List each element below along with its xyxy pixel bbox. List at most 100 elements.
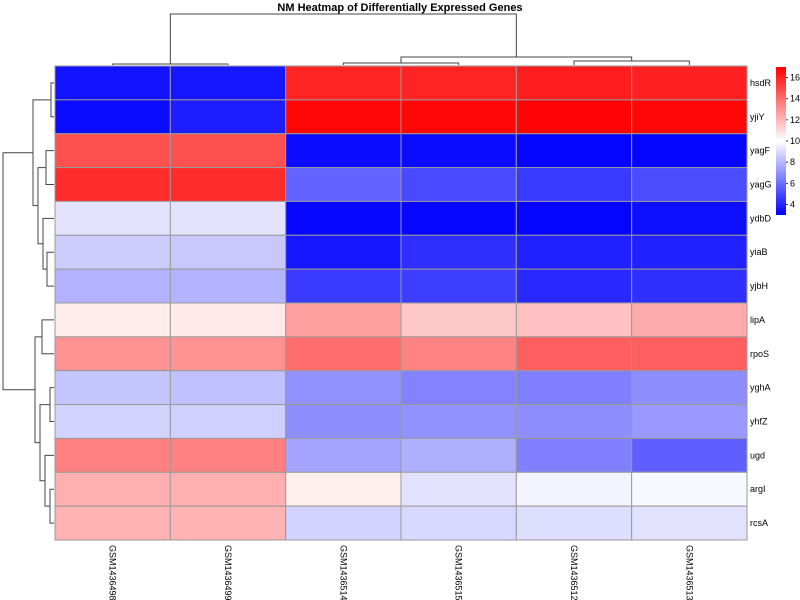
heatmap-cell [169, 65, 287, 101]
heatmap-cell [515, 302, 633, 338]
heatmap-cell [169, 133, 287, 169]
heatmap-cell [400, 505, 517, 541]
row-label: yhfZ [750, 417, 768, 427]
heatmap-cell [400, 234, 517, 270]
dendrogram-link [32, 99, 51, 207]
heatmap-cell [631, 99, 748, 135]
row-label: rcsA [750, 518, 768, 528]
row-labels: hsdR yjiY yagF yagG ydbD yiaB yjbH lipA rpoS yghA… [750, 78, 772, 528]
heatmap-cell [631, 471, 748, 507]
chart-title: NM Heatmap of Differentially Expressed G… [277, 2, 522, 14]
heatmap-cell [54, 302, 171, 338]
heatmap-cell [54, 234, 171, 270]
heatmap-cell [631, 268, 748, 304]
heatmap-cell [400, 99, 517, 135]
heatmap-cell [515, 200, 633, 236]
legend-tick-label: 12 [790, 115, 800, 125]
heatmap-cell [400, 167, 517, 202]
heatmap-cell [54, 167, 171, 202]
heatmap-cell [631, 302, 748, 338]
row-label: yagG [750, 180, 772, 190]
heatmap-cell [285, 133, 402, 169]
dendrogram-link [50, 82, 54, 118]
color-legend: 4 6 8 10 12 14 16 [776, 67, 800, 215]
row-label: ugd [750, 450, 765, 460]
row-label: yjiY [750, 112, 765, 122]
dendrogram-link [573, 60, 690, 65]
legend-tick-label: 8 [790, 157, 795, 167]
heatmap-cell [54, 370, 171, 406]
heatmap-cell [400, 268, 517, 304]
heatmap-cell [285, 505, 402, 541]
heatmap-cell [285, 200, 402, 236]
heatmap-cell [169, 268, 287, 304]
row-label: ydbD [750, 213, 772, 223]
heatmap-cell [631, 505, 748, 541]
heatmap-cell [54, 268, 171, 304]
legend-tick-label: 6 [790, 178, 795, 188]
heatmap-cell [631, 404, 748, 439]
row-dendrogram [2, 82, 54, 524]
column-labels: GSM1436498 GSM1436499 GSM1436514 GSM1436515… [108, 545, 695, 600]
heatmap-cell [631, 370, 748, 406]
heatmap-cell [631, 167, 748, 202]
dendrogram-link [45, 150, 54, 185]
row-label: rpoS [750, 349, 769, 359]
row-label: yiaB [750, 247, 768, 257]
heatmap-cell [515, 268, 633, 304]
heatmap-cell [285, 234, 402, 270]
dendrogram-link [169, 13, 517, 64]
heatmap-cell [285, 471, 402, 507]
heatmap-cell [169, 370, 287, 406]
heatmap-cell [285, 404, 402, 439]
heatmap-cell [169, 471, 287, 507]
heatmap-cells [54, 65, 748, 541]
dendrogram-link [342, 62, 460, 65]
heatmap-cell [54, 133, 171, 169]
heatmap-cell [515, 437, 633, 473]
heatmap-cell [515, 370, 633, 406]
legend-tick-label: 14 [790, 94, 800, 104]
heatmap-cell [515, 404, 633, 439]
heatmap-cell [400, 336, 517, 372]
heatmap-cell [515, 99, 633, 135]
dendrogram-link [2, 152, 35, 391]
heatmap-cell [400, 471, 517, 507]
heatmap-cell [169, 302, 287, 338]
dendrogram-link [42, 217, 54, 270]
heatmap-cell [400, 133, 517, 169]
column-label: GSM1436514 [338, 545, 348, 600]
heatmap-cell [54, 65, 171, 101]
legend-colorbar [776, 67, 786, 215]
heatmap-cell [54, 437, 171, 473]
heatmap-cell [631, 65, 748, 101]
heatmap-cell [285, 65, 402, 101]
column-label: GSM1436512 [569, 545, 579, 600]
heatmap-cell [400, 370, 517, 406]
heatmap-cell [515, 471, 633, 507]
row-label: argI [750, 484, 766, 494]
heatmap-cell [631, 200, 748, 236]
heatmap-cell [169, 404, 287, 439]
column-label: GSM1436498 [108, 545, 118, 600]
heatmap-cell [285, 370, 402, 406]
dendrogram-link [112, 63, 229, 65]
row-label: yagF [750, 146, 771, 156]
heatmap-cell [400, 404, 517, 439]
legend-tick-label: 4 [790, 199, 795, 209]
column-label: GSM1436513 [684, 545, 694, 600]
dendrogram-link [37, 167, 46, 245]
heatmap-cell [169, 234, 287, 270]
heatmap-cell [515, 336, 633, 372]
legend-tick-label: 10 [790, 136, 800, 146]
dendrogram-link [41, 319, 54, 355]
dendrogram-link [49, 387, 54, 422]
row-label: yjbH [750, 281, 768, 291]
row-label: yghA [750, 383, 771, 393]
column-dendrogram [112, 13, 690, 65]
heatmap-cell [169, 167, 287, 202]
heatmap-cell [400, 200, 517, 236]
column-label: GSM1436515 [454, 545, 464, 600]
heatmap-cell [54, 404, 171, 439]
